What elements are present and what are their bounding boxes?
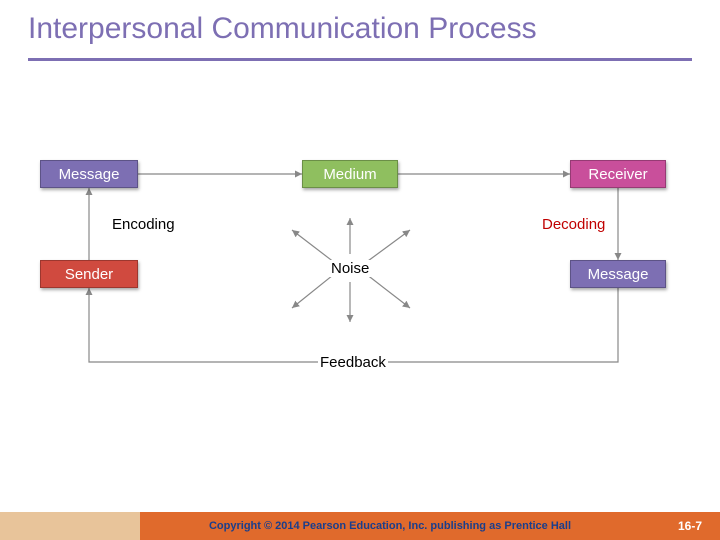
footer-bar: Copyright © 2014 Pearson Education, Inc.… — [0, 512, 720, 540]
slide: { "title": { "text": "Interpersonal Comm… — [0, 0, 720, 540]
label-decoding: Decoding — [540, 216, 607, 233]
box-sender: Sender — [40, 260, 138, 288]
footer-left-block — [0, 512, 140, 540]
communication-diagram: Message Medium Receiver Sender Message E… — [40, 130, 680, 420]
title-underline — [28, 58, 692, 61]
slide-title: Interpersonal Communication Process — [28, 12, 692, 46]
box-medium: Medium — [302, 160, 398, 188]
label-feedback: Feedback — [318, 354, 388, 371]
footer-copyright: Copyright © 2014 Pearson Education, Inc.… — [140, 520, 640, 532]
box-message-right: Message — [570, 260, 666, 288]
label-encoding: Encoding — [110, 216, 177, 233]
label-noise: Noise — [329, 260, 371, 277]
box-message-left: Message — [40, 160, 138, 188]
footer-page-number: 16-7 — [640, 519, 720, 533]
box-receiver: Receiver — [570, 160, 666, 188]
